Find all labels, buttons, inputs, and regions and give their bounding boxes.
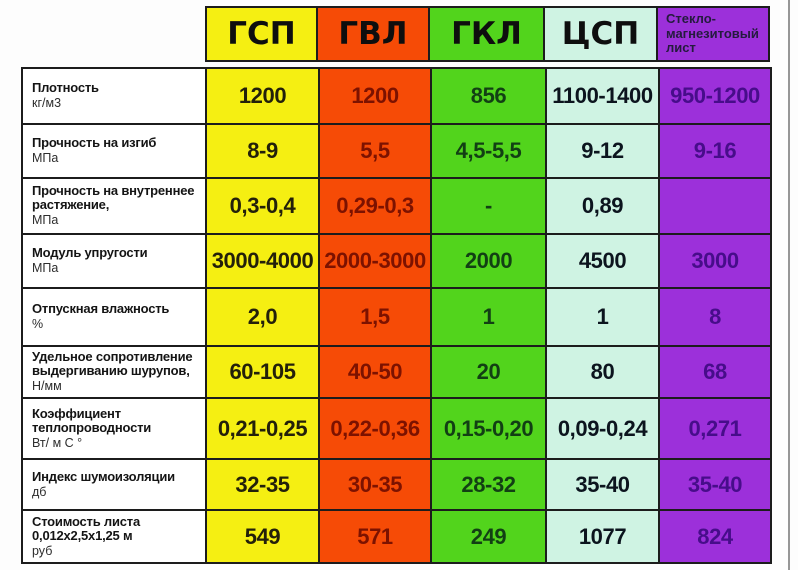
cell-moisture-gkl: 1 [432,289,547,347]
cell-screw-gsp: 60-105 [207,347,320,399]
cell-thermal-gvl: 0,22-0,36 [320,399,432,460]
cell-price-gsp: 549 [207,511,320,564]
row-label-tension-strength: Прочность на внутреннее растяжение, МПа [23,179,207,235]
cell-screw-gvl: 40-50 [320,347,432,399]
header-cell-gkl: ГКЛ [430,6,545,62]
row-label-bending-strength: Прочность на изгиб МПа [23,125,207,179]
cell-moisture-gsp: 2,0 [207,289,320,347]
cell-modulus-gvl: 2000-3000 [320,235,432,289]
row-label-moisture: Отпускная влажность % [23,289,207,347]
row-title: Плотность [32,80,99,96]
cell-modulus-gkl: 2000 [432,235,547,289]
cell-sound-gvl: 30-35 [320,460,432,511]
cell-density-gkl: 856 [432,69,547,125]
cell-price-gvl: 571 [320,511,432,564]
cell-price-csp: 1077 [547,511,660,564]
row-unit: Н/мм [32,379,62,394]
row-title: Отпускная влажность [32,301,170,317]
row-label-elastic-modulus: Модуль упругости МПа [23,235,207,289]
row-label-sheet-price: Стоимость листа 0,012х2,5х1,25 м руб [23,511,207,564]
cell-moisture-gvl: 1,5 [320,289,432,347]
header-cell-smag: Стекло-магнезитовый лист [658,6,770,62]
cell-moisture-csp: 1 [547,289,660,347]
cell-moisture-smag: 8 [660,289,772,347]
cell-tension-csp: 0,89 [547,179,660,235]
cell-price-gkl: 249 [432,511,547,564]
cell-price-smag: 824 [660,511,772,564]
row-title: Прочность на изгиб [32,135,157,151]
cell-sound-gsp: 32-35 [207,460,320,511]
cell-bending-gvl: 5,5 [320,125,432,179]
photo-edge-line [788,0,790,570]
cell-density-smag: 950-1200 [660,69,772,125]
cell-bending-smag: 9-16 [660,125,772,179]
cell-density-csp: 1100-1400 [547,69,660,125]
cell-modulus-gsp: 3000-4000 [207,235,320,289]
row-title: Коэффициент теплопроводности [32,405,152,435]
cell-screw-gkl: 20 [432,347,547,399]
header-cell-gsp: ГСП [205,6,318,62]
cell-thermal-smag: 0,271 [660,399,772,460]
cell-thermal-gsp: 0,21-0,25 [207,399,320,460]
cell-bending-csp: 9-12 [547,125,660,179]
cell-screw-smag: 68 [660,347,772,399]
cell-thermal-gkl: 0,15-0,20 [432,399,547,460]
header-cell-gvl: ГВЛ [318,6,430,62]
cell-modulus-smag: 3000 [660,235,772,289]
cell-bending-gkl: 4,5-5,5 [432,125,547,179]
row-unit: руб [32,543,53,558]
row-unit: дб [32,484,47,499]
row-label-density: Плотность кг/м3 [23,69,207,125]
cell-thermal-csp: 0,09-0,24 [547,399,660,460]
cell-density-gvl: 1200 [320,69,432,125]
row-unit: МПа [32,213,59,228]
cell-sound-csp: 35-40 [547,460,660,511]
row-unit: МПа [32,261,59,276]
cell-tension-gkl: - [432,179,547,235]
table-header-row: ГСП ГВЛ ГКЛ ЦСП Стекло-магнезитовый лист [205,6,770,62]
row-label-thermal-conductivity: Коэффициент теплопроводности Вт/ м С ° [23,399,207,460]
header-cell-csp: ЦСП [545,6,658,62]
cell-modulus-csp: 4500 [547,235,660,289]
row-label-screw-resistance: Удельное сопротивление выдергиванию шуру… [23,347,207,399]
cell-screw-csp: 80 [547,347,660,399]
comparison-table-body: Плотность кг/м3 1200 1200 856 1100-1400 … [21,67,772,564]
cell-sound-gkl: 28-32 [432,460,547,511]
row-title: Индекс шумоизоляции [32,468,175,484]
row-unit: МПа [32,151,59,166]
cell-sound-smag: 35-40 [660,460,772,511]
row-title: Прочность на внутреннее растяжение, [32,183,195,213]
cell-bending-gsp: 8-9 [207,125,320,179]
row-title: Модуль упругости [32,245,148,261]
cell-density-gsp: 1200 [207,69,320,125]
row-unit: % [32,317,44,332]
row-unit: Вт/ м С ° [32,435,83,450]
row-title: Стоимость листа 0,012х2,5х1,25 м [32,513,141,543]
cell-tension-gsp: 0,3-0,4 [207,179,320,235]
row-unit: кг/м3 [32,96,62,111]
cell-tension-smag [660,179,772,235]
row-label-sound-index: Индекс шумоизоляции дб [23,460,207,511]
row-title: Удельное сопротивление выдергиванию шуру… [32,349,193,379]
cell-tension-gvl: 0,29-0,3 [320,179,432,235]
